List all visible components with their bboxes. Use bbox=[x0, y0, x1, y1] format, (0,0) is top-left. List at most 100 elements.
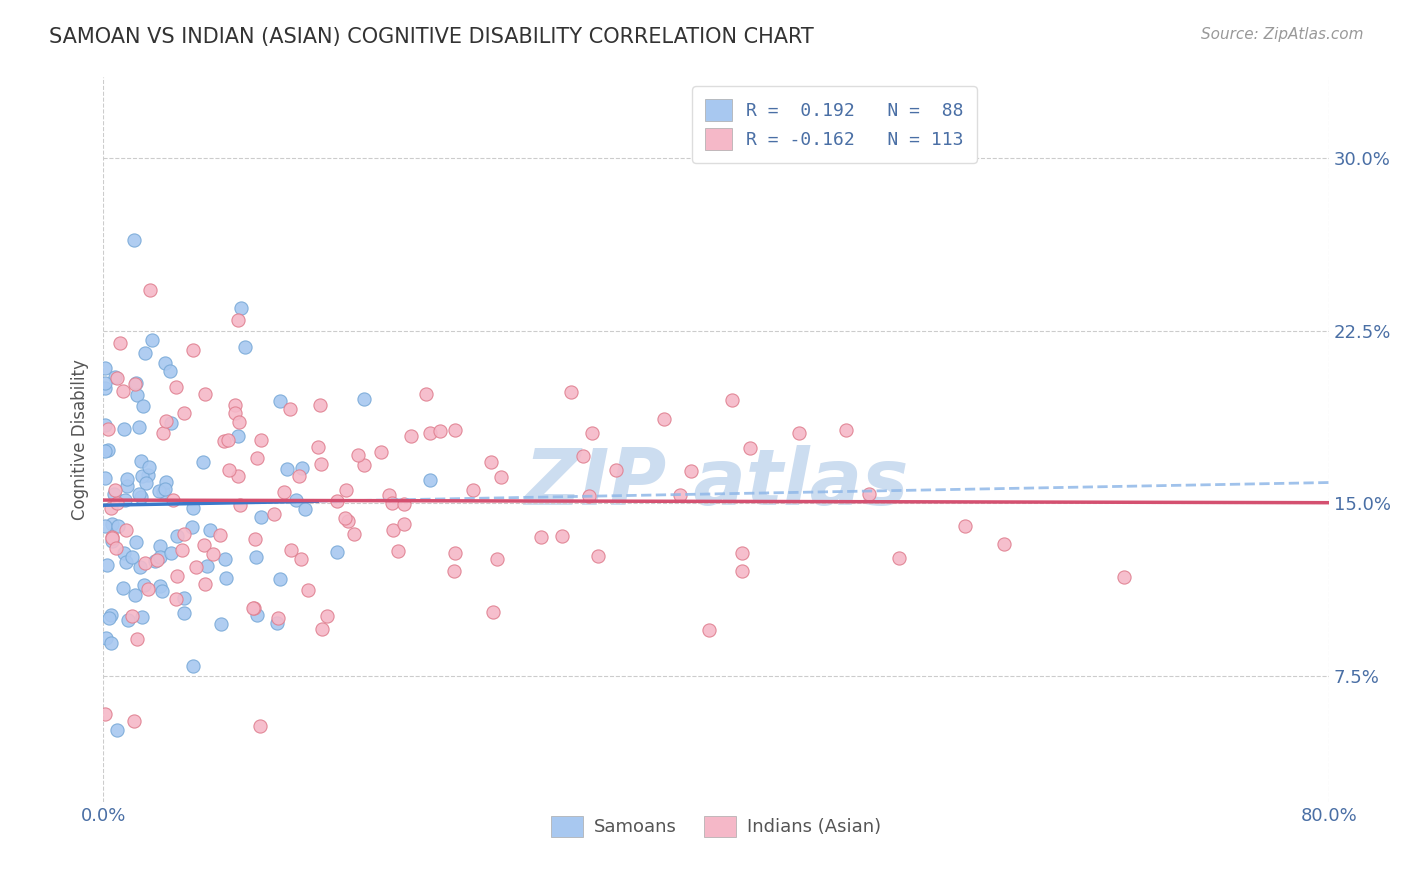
Point bbox=[194, 386, 217, 401]
Point bbox=[173, 606, 195, 620]
Point bbox=[652, 412, 675, 426]
Point bbox=[263, 507, 285, 521]
Point bbox=[115, 523, 138, 537]
Point bbox=[311, 622, 333, 636]
Point bbox=[560, 384, 582, 399]
Point bbox=[250, 510, 273, 524]
Point bbox=[326, 545, 349, 559]
Point bbox=[114, 493, 136, 508]
Point bbox=[1112, 569, 1135, 583]
Point bbox=[482, 605, 505, 619]
Point bbox=[149, 550, 172, 565]
Point bbox=[115, 555, 138, 569]
Point bbox=[132, 577, 155, 591]
Point bbox=[378, 487, 401, 501]
Point bbox=[173, 591, 195, 605]
Point bbox=[731, 546, 754, 560]
Point bbox=[307, 440, 329, 454]
Point bbox=[586, 549, 609, 563]
Point bbox=[141, 333, 163, 347]
Point bbox=[94, 706, 117, 721]
Point bbox=[100, 501, 122, 516]
Point bbox=[551, 529, 574, 543]
Point bbox=[218, 463, 240, 477]
Point bbox=[112, 422, 135, 436]
Point bbox=[173, 406, 195, 420]
Point bbox=[858, 486, 880, 500]
Point bbox=[276, 462, 298, 476]
Point bbox=[463, 483, 485, 498]
Point bbox=[291, 460, 314, 475]
Point bbox=[242, 601, 264, 615]
Point bbox=[121, 549, 143, 564]
Point bbox=[731, 564, 754, 578]
Point bbox=[101, 516, 124, 531]
Point bbox=[112, 546, 135, 560]
Point bbox=[124, 377, 146, 392]
Point bbox=[124, 233, 146, 247]
Point bbox=[96, 558, 118, 572]
Point bbox=[418, 426, 440, 441]
Point bbox=[392, 517, 415, 532]
Point bbox=[214, 434, 236, 448]
Point bbox=[721, 392, 744, 407]
Point bbox=[152, 426, 174, 441]
Legend: Samoans, Indians (Asian): Samoans, Indians (Asian) bbox=[543, 809, 889, 844]
Point bbox=[112, 384, 135, 398]
Point bbox=[226, 468, 249, 483]
Text: Source: ZipAtlas.com: Source: ZipAtlas.com bbox=[1201, 27, 1364, 42]
Point bbox=[246, 451, 269, 466]
Point bbox=[266, 611, 288, 625]
Point bbox=[104, 541, 127, 556]
Point bbox=[294, 501, 316, 516]
Point bbox=[97, 422, 120, 436]
Point bbox=[181, 658, 204, 673]
Point bbox=[173, 526, 195, 541]
Point bbox=[100, 607, 122, 622]
Y-axis label: Cognitive Disability: Cognitive Disability bbox=[72, 359, 89, 520]
Point bbox=[290, 552, 312, 566]
Point bbox=[224, 406, 246, 420]
Point bbox=[136, 582, 159, 597]
Point bbox=[101, 531, 124, 545]
Point bbox=[249, 719, 271, 733]
Point bbox=[953, 519, 976, 533]
Point bbox=[94, 376, 117, 390]
Point bbox=[150, 584, 173, 599]
Point bbox=[343, 527, 366, 541]
Point bbox=[148, 483, 170, 498]
Point bbox=[370, 444, 392, 458]
Point bbox=[353, 392, 375, 407]
Point bbox=[93, 381, 115, 395]
Point bbox=[110, 336, 132, 351]
Point bbox=[605, 463, 627, 477]
Point bbox=[246, 607, 269, 622]
Point bbox=[155, 413, 177, 427]
Point bbox=[530, 530, 553, 544]
Point bbox=[122, 714, 145, 728]
Point bbox=[208, 527, 231, 541]
Point bbox=[127, 632, 149, 647]
Point bbox=[93, 471, 115, 485]
Point bbox=[309, 398, 332, 412]
Point bbox=[155, 482, 177, 496]
Point bbox=[129, 559, 152, 574]
Point bbox=[198, 524, 221, 538]
Point bbox=[489, 470, 512, 484]
Point bbox=[429, 424, 451, 438]
Point bbox=[159, 364, 181, 378]
Point bbox=[194, 576, 217, 591]
Point bbox=[353, 458, 375, 472]
Text: ZIP atlas: ZIP atlas bbox=[524, 445, 908, 521]
Point bbox=[181, 500, 204, 515]
Point bbox=[128, 420, 150, 434]
Point bbox=[125, 387, 148, 401]
Point bbox=[180, 519, 202, 533]
Point bbox=[195, 558, 218, 573]
Point bbox=[887, 550, 910, 565]
Point bbox=[104, 483, 127, 498]
Point bbox=[104, 369, 127, 384]
Point bbox=[249, 433, 271, 447]
Point bbox=[160, 546, 183, 560]
Point bbox=[149, 539, 172, 553]
